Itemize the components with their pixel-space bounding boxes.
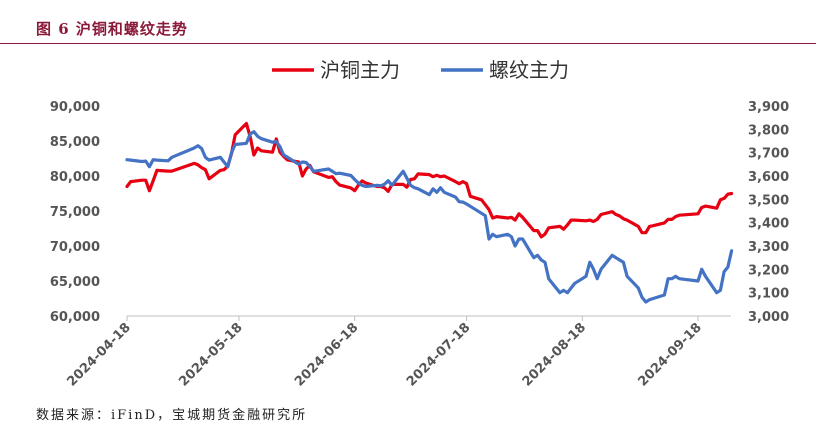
x-tick-label: 2024-09-18: [635, 320, 704, 389]
x-tick-label: 2024-06-18: [292, 320, 361, 389]
x-tick-label: 2024-05-18: [176, 320, 245, 389]
y-right-tick-label: 3,000: [748, 310, 789, 325]
y-left-tick-label: 75,000: [50, 205, 100, 220]
y-right-tick-label: 3,700: [748, 147, 789, 162]
series-line-rebar: [125, 130, 734, 304]
source-note: 数据来源：iFinD，宝城期货金融研究所: [36, 408, 308, 423]
y-right-tick-label: 3,800: [748, 123, 789, 138]
y-right-tick-label: 3,500: [748, 193, 789, 208]
y-left-tick-label: 60,000: [50, 310, 100, 325]
legend-label: 螺纹主力: [489, 58, 569, 82]
title-bar: 图 6 沪铜和螺纹走势: [0, 0, 816, 44]
y-right-tick-label: 3,900: [748, 100, 789, 115]
y-right-tick-label: 3,600: [748, 170, 789, 185]
figure-title: 图 6 沪铜和螺纹走势: [36, 20, 188, 38]
x-tick-label: 2024-07-18: [404, 320, 473, 389]
y-right-tick-label: 3,100: [748, 287, 789, 302]
x-tick-label: 2024-08-18: [520, 320, 589, 389]
y-left-tick-label: 85,000: [50, 135, 100, 150]
y-left-tick-label: 65,000: [50, 275, 100, 290]
y-right-tick-label: 3,300: [748, 240, 789, 255]
y-right-tick-label: 3,400: [748, 217, 789, 232]
y-left-tick-label: 70,000: [50, 240, 100, 255]
y-right-tick-label: 3,200: [748, 263, 789, 278]
line-chart: 60,000 65,000 70,000 75,000 80,000 85,000 90,0…: [50, 58, 789, 390]
series-line-copper: [125, 121, 734, 239]
y-left-tick-label: 90,000: [50, 100, 100, 115]
legend-label: 沪铜主力: [320, 58, 400, 82]
x-tick-label: 2024-04-18: [64, 320, 133, 389]
y-left-tick-label: 80,000: [50, 170, 100, 185]
